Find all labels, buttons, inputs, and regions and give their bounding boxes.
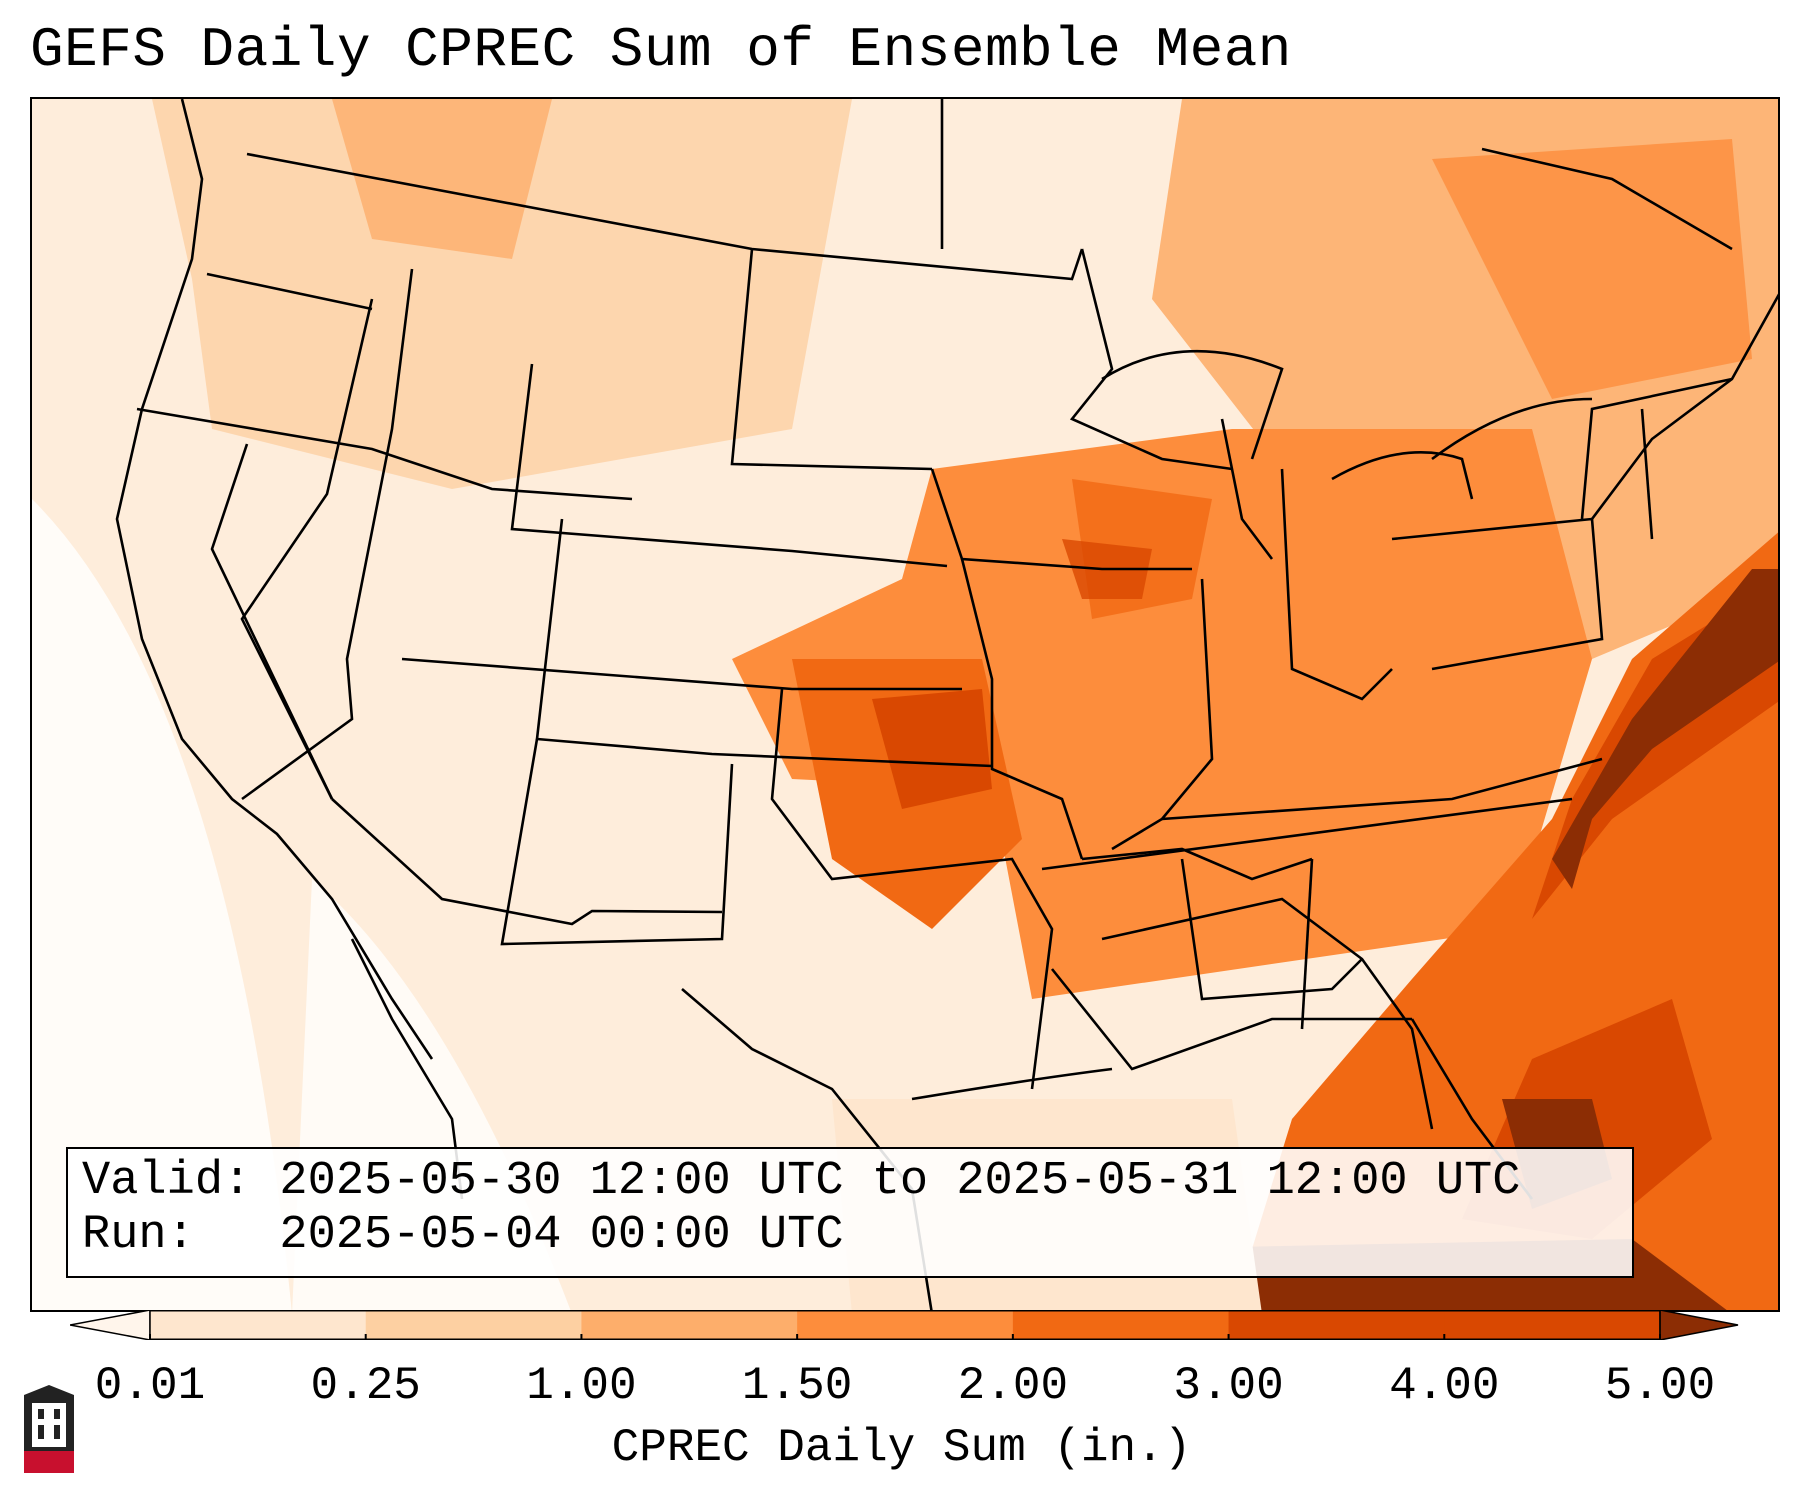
precip-shading <box>32 99 1778 1310</box>
colorbar-segment <box>365 1310 582 1340</box>
colorbar <box>70 1310 1739 1340</box>
colorbar-label: CPREC Daily Sum (in.) <box>611 1422 1192 1474</box>
run-time-line: Run: 2025-05-04 00:00 UTC <box>82 1209 844 1262</box>
colorbar-tick-label: 1.00 <box>526 1360 637 1412</box>
colorbar-tick-label: 4.00 <box>1389 1360 1500 1412</box>
colorbar-border <box>149 1310 1661 1340</box>
state-boundaries <box>115 99 1778 1310</box>
colorbar-segment <box>1228 1310 1445 1340</box>
colorbar-segment <box>1012 1310 1230 1340</box>
colorbar-segment <box>1444 1310 1661 1340</box>
valid-time-line: Valid: 2025-05-30 12:00 UTC to 2025-05-3… <box>82 1155 1521 1208</box>
colorbar-tick-label: 0.25 <box>310 1360 421 1412</box>
precipitation-map <box>30 97 1780 1312</box>
colorbar-segment <box>150 1310 367 1340</box>
colorbar-segment <box>797 1310 1014 1340</box>
colorbar-tick-label: 3.00 <box>1173 1360 1284 1412</box>
colorbar-segments <box>70 1310 1739 1340</box>
colorbar-extend-low <box>70 1310 151 1340</box>
colorbar-extend-high <box>1659 1310 1739 1340</box>
valid-time-box: Valid: 2025-05-30 12:00 UTC to 2025-05-3… <box>66 1147 1634 1278</box>
map-canvas <box>32 99 1778 1310</box>
niu-logo <box>24 1385 74 1473</box>
colorbar-tick-label: 2.00 <box>957 1360 1069 1412</box>
colorbar-tick-label: 5.00 <box>1604 1360 1716 1412</box>
page-title: GEFS Daily CPREC Sum of Ensemble Mean <box>30 18 1292 82</box>
colorbar-tick-label: 0.01 <box>94 1360 206 1412</box>
colorbar-segment <box>581 1310 798 1340</box>
colorbar-tick-label: 1.50 <box>741 1360 853 1412</box>
